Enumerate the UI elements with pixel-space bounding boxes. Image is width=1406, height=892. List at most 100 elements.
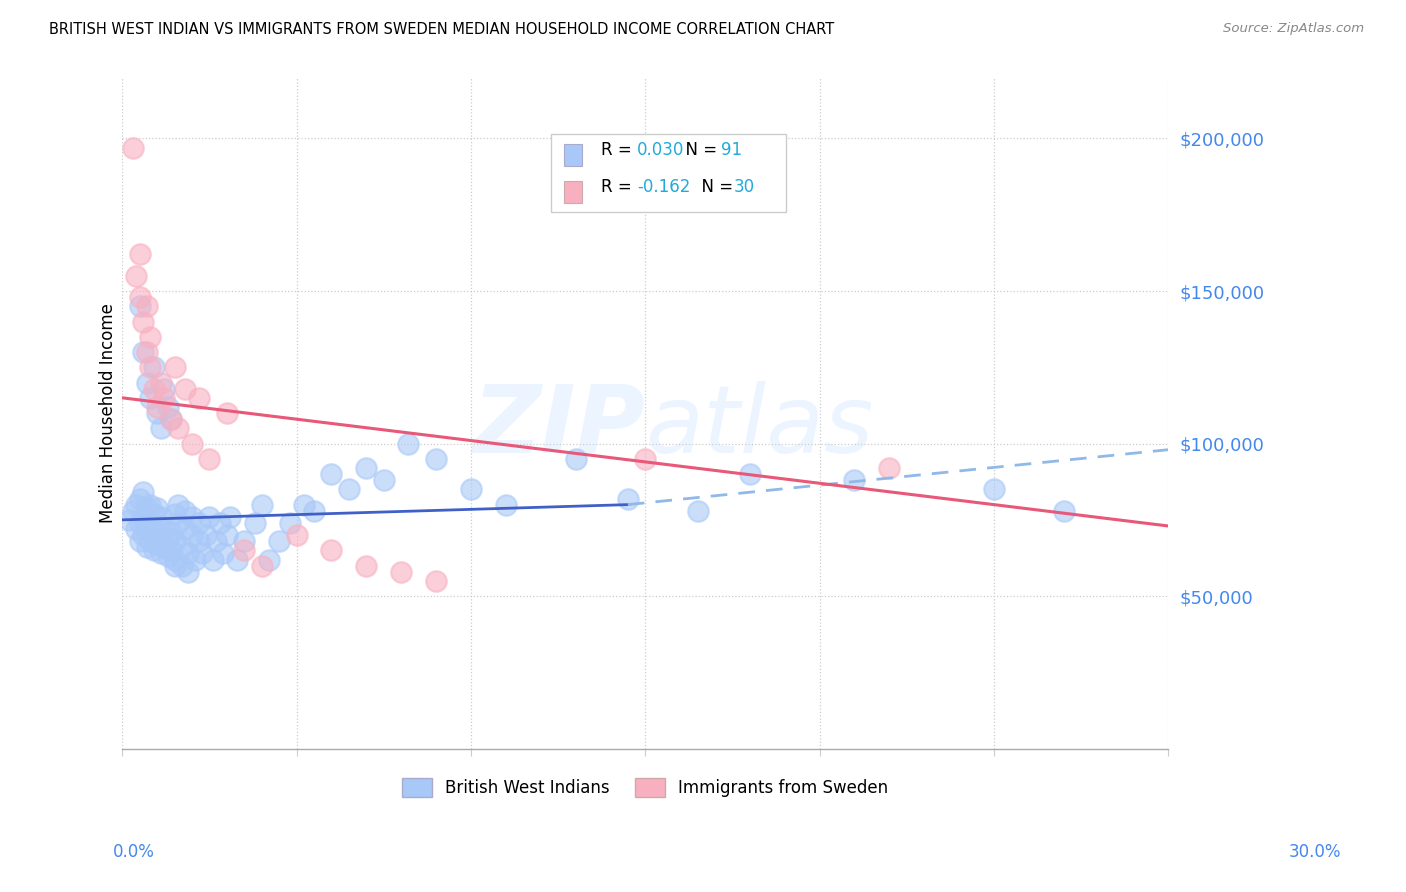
Point [149,546,172,560]
Point [132,345,155,359]
Point [564,451,586,466]
Text: 91: 91 [720,141,742,159]
Point [181,509,204,524]
Text: N =: N = [692,178,738,195]
Point [302,504,325,518]
Bar [564,181,582,202]
Point [194,528,217,542]
Point [460,483,482,497]
Point [188,391,211,405]
Point [373,473,395,487]
Point [146,537,169,551]
Point [128,516,150,530]
Point [191,546,214,560]
Text: N =: N = [675,141,721,159]
Point [125,268,148,283]
Point [163,558,186,573]
Point [142,507,165,521]
Point [149,421,172,435]
Point [149,528,172,542]
Point [167,516,190,530]
Point [170,558,193,573]
Point [128,247,150,261]
Point [243,516,266,530]
Text: ZIP: ZIP [472,381,645,473]
Point [146,519,169,533]
Point [163,360,186,375]
Point [139,534,162,549]
Point [125,522,148,536]
Point [269,534,291,549]
Point [163,552,186,566]
Point [285,528,308,542]
Text: R =: R = [602,178,637,195]
Point [1052,504,1074,518]
Point [257,552,280,566]
Point [617,491,640,506]
Point [634,451,657,466]
Point [396,436,419,450]
Point [205,534,228,549]
Point [163,534,186,549]
Point [495,498,517,512]
Point [146,400,169,414]
Legend: British West Indians, Immigrants from Sweden: British West Indians, Immigrants from Sw… [395,772,896,805]
Point [139,360,162,375]
Point [135,541,157,555]
Text: 0.030: 0.030 [637,141,685,159]
Text: R =: R = [602,141,637,159]
Point [156,531,179,545]
Point [337,483,360,497]
Point [184,552,207,566]
Point [174,522,197,536]
Point [160,412,183,426]
Point [160,543,183,558]
Point [142,382,165,396]
Point [128,491,150,506]
Point [177,546,200,560]
Point [139,516,162,530]
Text: atlas: atlas [645,381,873,472]
Point [125,498,148,512]
Point [153,382,176,396]
Point [142,525,165,540]
Point [167,421,190,435]
Point [146,406,169,420]
Point [321,543,343,558]
Point [278,516,301,530]
Text: 30: 30 [734,178,755,195]
Point [156,549,179,564]
Y-axis label: Median Household Income: Median Household Income [100,303,117,523]
Point [201,552,224,566]
Text: 30.0%: 30.0% [1288,843,1341,861]
Point [174,504,197,518]
Point [142,543,165,558]
Point [177,565,200,579]
Point [983,483,1005,497]
Point [160,525,183,540]
Point [188,534,211,549]
Point [142,360,165,375]
Point [132,528,155,542]
Point [321,467,343,482]
Point [128,534,150,549]
Point [128,290,150,304]
Point [198,509,221,524]
Point [153,391,176,405]
Point [879,461,901,475]
Text: BRITISH WEST INDIAN VS IMMIGRANTS FROM SWEDEN MEDIAN HOUSEHOLD INCOME CORRELATIO: BRITISH WEST INDIAN VS IMMIGRANTS FROM S… [49,22,834,37]
Point [215,406,238,420]
Point [389,565,412,579]
Point [356,558,378,573]
Point [128,299,150,313]
Point [425,574,447,588]
Text: 0.0%: 0.0% [112,843,155,861]
Point [198,451,221,466]
Point [135,522,157,536]
Point [215,528,238,542]
Point [212,546,235,560]
Point [292,498,315,512]
Point [146,500,169,515]
Point [425,451,447,466]
Point [156,400,179,414]
